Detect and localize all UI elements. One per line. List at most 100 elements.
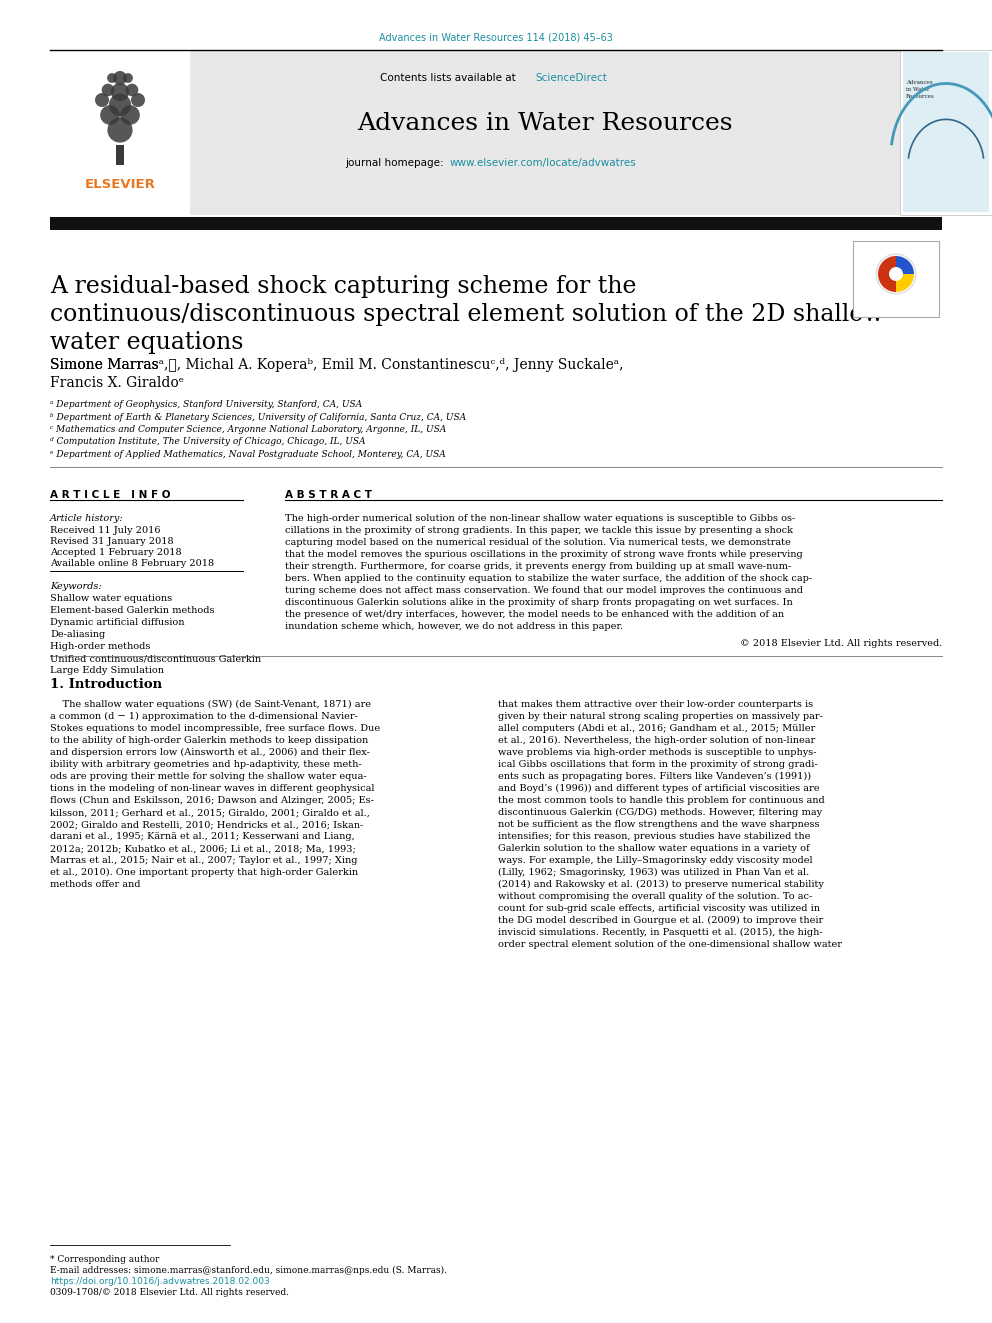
Text: Accepted 1 February 2018: Accepted 1 February 2018 <box>50 548 182 557</box>
Circle shape <box>120 106 140 124</box>
Text: Francis X. Giraldoᵉ: Francis X. Giraldoᵉ <box>50 376 185 390</box>
Text: Element-based Galerkin methods: Element-based Galerkin methods <box>50 606 214 615</box>
Text: the DG model described in Gourgue et al. (2009) to improve their: the DG model described in Gourgue et al.… <box>498 916 823 925</box>
Text: darani et al., 1995; Kärnä et al., 2011; Kesserwani and Liang,: darani et al., 1995; Kärnä et al., 2011;… <box>50 832 355 841</box>
Text: Received 11 July 2016: Received 11 July 2016 <box>50 527 161 534</box>
Text: Galerkin solution to the shallow water equations in a variety of: Galerkin solution to the shallow water e… <box>498 844 809 853</box>
Text: the presence of wet/dry interfaces, however, the model needs to be enhanced with: the presence of wet/dry interfaces, howe… <box>285 610 784 619</box>
Text: allel computers (Abdi et al., 2016; Gandham et al., 2015; Müller: allel computers (Abdi et al., 2016; Gand… <box>498 724 815 733</box>
Text: Large Eddy Simulation: Large Eddy Simulation <box>50 665 164 675</box>
Text: tions in the modeling of non-linear waves in different geophysical: tions in the modeling of non-linear wave… <box>50 785 375 792</box>
Text: The high-order numerical solution of the non-linear shallow water equations is s: The high-order numerical solution of the… <box>285 515 796 523</box>
Text: A B S T R A C T: A B S T R A C T <box>285 490 372 500</box>
Text: inundation scheme which, however, we do not address in this paper.: inundation scheme which, however, we do … <box>285 622 623 631</box>
FancyBboxPatch shape <box>853 241 939 318</box>
Bar <box>900 50 992 216</box>
Text: inviscid simulations. Recently, in Pasquetti et al. (2015), the high-: inviscid simulations. Recently, in Pasqu… <box>498 927 822 937</box>
Text: Keywords:: Keywords: <box>50 582 101 591</box>
Text: ods are proving their mettle for solving the shallow water equa-: ods are proving their mettle for solving… <box>50 773 367 781</box>
Text: not be sufficient as the flow strengthens and the wave sharpness: not be sufficient as the flow strengthen… <box>498 820 819 830</box>
Text: www.elsevier.com/locate/advwatres: www.elsevier.com/locate/advwatres <box>450 157 637 168</box>
Text: to the ability of high-order Galerkin methods to keep dissipation: to the ability of high-order Galerkin me… <box>50 736 368 745</box>
Wedge shape <box>896 255 914 274</box>
Text: ways. For example, the Lilly–Smagorinsky eddy viscosity model: ways. For example, the Lilly–Smagorinsky… <box>498 856 812 865</box>
Text: ELSEVIER: ELSEVIER <box>84 179 156 191</box>
Circle shape <box>102 83 114 97</box>
Text: cillations in the proximity of strong gradients. In this paper, we tackle this i: cillations in the proximity of strong gr… <box>285 527 793 534</box>
Text: journal homepage:: journal homepage: <box>345 157 446 168</box>
Text: ScienceDirect: ScienceDirect <box>535 73 607 83</box>
Circle shape <box>113 71 127 85</box>
Text: Simone Marras: Simone Marras <box>50 359 159 372</box>
Text: A R T I C L E   I N F O: A R T I C L E I N F O <box>50 490 171 500</box>
Text: methods offer and: methods offer and <box>50 880 141 889</box>
Wedge shape <box>878 255 896 292</box>
Text: that makes them attractive over their low-order counterparts is: that makes them attractive over their lo… <box>498 700 813 709</box>
Text: Contents lists available at: Contents lists available at <box>380 73 519 83</box>
Text: count for sub-grid scale effects, artificial viscosity was utilized in: count for sub-grid scale effects, artifi… <box>498 904 820 913</box>
Bar <box>50 217 942 230</box>
Text: A residual-based shock capturing scheme for the: A residual-based shock capturing scheme … <box>50 275 637 298</box>
Text: Revised 31 January 2018: Revised 31 January 2018 <box>50 537 174 546</box>
Text: intensifies; for this reason, previous studies have stabilized the: intensifies; for this reason, previous s… <box>498 832 810 841</box>
Text: continuous/discontinuous spectral element solution of the 2D shallow: continuous/discontinuous spectral elemen… <box>50 303 884 325</box>
Circle shape <box>111 83 129 101</box>
Text: capturing model based on the numerical residual of the solution. Via numerical t: capturing model based on the numerical r… <box>285 538 791 546</box>
Text: et al., 2010). One important property that high-order Galerkin: et al., 2010). One important property th… <box>50 868 358 877</box>
Text: Advances: Advances <box>906 79 932 85</box>
Text: kilsson, 2011; Gerhard et al., 2015; Giraldo, 2001; Giraldo et al.,: kilsson, 2011; Gerhard et al., 2015; Gir… <box>50 808 370 818</box>
Text: turing scheme does not affect mass conservation. We found that our model improve: turing scheme does not affect mass conse… <box>285 586 803 595</box>
Wedge shape <box>896 274 914 292</box>
Bar <box>50 50 190 216</box>
Text: 2002; Giraldo and Restelli, 2010; Hendricks et al., 2016; Iskan-: 2002; Giraldo and Restelli, 2010; Hendri… <box>50 820 363 830</box>
Text: ᵉ Department of Applied Mathematics, Naval Postgraduate School, Monterey, CA, US: ᵉ Department of Applied Mathematics, Nav… <box>50 450 445 459</box>
Text: and Boyd’s (1996)) and different types of artificial viscosities are: and Boyd’s (1996)) and different types o… <box>498 785 819 792</box>
Text: Stokes equations to model incompressible, free surface flows. Due: Stokes equations to model incompressible… <box>50 724 380 733</box>
Text: Check for: Check for <box>878 302 915 310</box>
Bar <box>903 52 989 212</box>
Text: their strength. Furthermore, for coarse grids, it prevents energy from building : their strength. Furthermore, for coarse … <box>285 562 792 572</box>
Circle shape <box>876 254 916 294</box>
Text: the most common tools to handle this problem for continuous and: the most common tools to handle this pro… <box>498 796 824 804</box>
Text: 0309-1708/© 2018 Elsevier Ltd. All rights reserved.: 0309-1708/© 2018 Elsevier Ltd. All right… <box>50 1289 289 1297</box>
Text: (2014) and Rakowsky et al. (2013) to preserve numerical stability: (2014) and Rakowsky et al. (2013) to pre… <box>498 880 824 889</box>
Text: ᵈ Computation Institute, The University of Chicago, Chicago, IL, USA: ᵈ Computation Institute, The University … <box>50 438 365 446</box>
Circle shape <box>889 267 903 280</box>
Text: Advances in Water Resources: Advances in Water Resources <box>357 112 733 135</box>
Text: and dispersion errors low (Ainsworth et al., 2006) and their flex-: and dispersion errors low (Ainsworth et … <box>50 747 370 757</box>
Text: 1. Introduction: 1. Introduction <box>50 677 162 691</box>
Circle shape <box>123 73 133 83</box>
Text: flows (Chun and Eskilsson, 2016; Dawson and Alzinger, 2005; Es-: flows (Chun and Eskilsson, 2016; Dawson … <box>50 796 374 806</box>
Text: E-mail addresses: simone.marras@stanford.edu, simone.marras@nps.edu (S. Marras).: E-mail addresses: simone.marras@stanford… <box>50 1266 447 1275</box>
Text: a common (d − 1) approximation to the d-dimensional Navier-: a common (d − 1) approximation to the d-… <box>50 712 358 721</box>
Text: ᵇ Department of Earth & Planetary Sciences, University of California, Santa Cruz: ᵇ Department of Earth & Planetary Scienc… <box>50 413 466 422</box>
Text: without compromising the overall quality of the solution. To ac-: without compromising the overall quality… <box>498 892 812 901</box>
Text: Dynamic artificial diffusion: Dynamic artificial diffusion <box>50 618 185 627</box>
Text: ical Gibbs oscillations that form in the proximity of strong gradi-: ical Gibbs oscillations that form in the… <box>498 759 817 769</box>
Text: Resources: Resources <box>906 94 934 99</box>
Text: given by their natural strong scaling properties on massively par-: given by their natural strong scaling pr… <box>498 712 823 721</box>
Text: Article history:: Article history: <box>50 515 124 523</box>
Text: (Lilly, 1962; Smagorinsky, 1963) was utilized in Phan Van et al.: (Lilly, 1962; Smagorinsky, 1963) was uti… <box>498 868 809 877</box>
Text: Advances in Water Resources 114 (2018) 45–63: Advances in Water Resources 114 (2018) 4… <box>379 32 613 42</box>
Text: ᵃ Department of Geophysics, Stanford University, Stanford, CA, USA: ᵃ Department of Geophysics, Stanford Uni… <box>50 400 362 409</box>
Circle shape <box>95 93 109 107</box>
Text: updates: updates <box>881 308 912 318</box>
Bar <box>190 50 900 216</box>
Bar <box>116 146 124 165</box>
Text: De-aliasing: De-aliasing <box>50 630 105 639</box>
Circle shape <box>107 118 133 143</box>
Text: * Corresponding author: * Corresponding author <box>50 1256 160 1263</box>
Text: https://doi.org/10.1016/j.advwatres.2018.02.003: https://doi.org/10.1016/j.advwatres.2018… <box>50 1277 270 1286</box>
Text: discontinuous Galerkin (CG/DG) methods. However, filtering may: discontinuous Galerkin (CG/DG) methods. … <box>498 808 822 818</box>
Text: discontinuous Galerkin solutions alike in the proximity of sharp fronts propagat: discontinuous Galerkin solutions alike i… <box>285 598 793 607</box>
Circle shape <box>109 94 131 116</box>
Text: 2012a; 2012b; Kubatko et al., 2006; Li et al., 2018; Ma, 1993;: 2012a; 2012b; Kubatko et al., 2006; Li e… <box>50 844 356 853</box>
Text: Marras et al., 2015; Nair et al., 2007; Taylor et al., 1997; Xing: Marras et al., 2015; Nair et al., 2007; … <box>50 856 357 865</box>
Circle shape <box>131 93 145 107</box>
Text: et al., 2016). Nevertheless, the high-order solution of non-linear: et al., 2016). Nevertheless, the high-or… <box>498 736 815 745</box>
Text: Shallow water equations: Shallow water equations <box>50 594 173 603</box>
Text: High-order methods: High-order methods <box>50 642 151 651</box>
Circle shape <box>100 106 120 124</box>
Text: in Water: in Water <box>906 87 930 93</box>
